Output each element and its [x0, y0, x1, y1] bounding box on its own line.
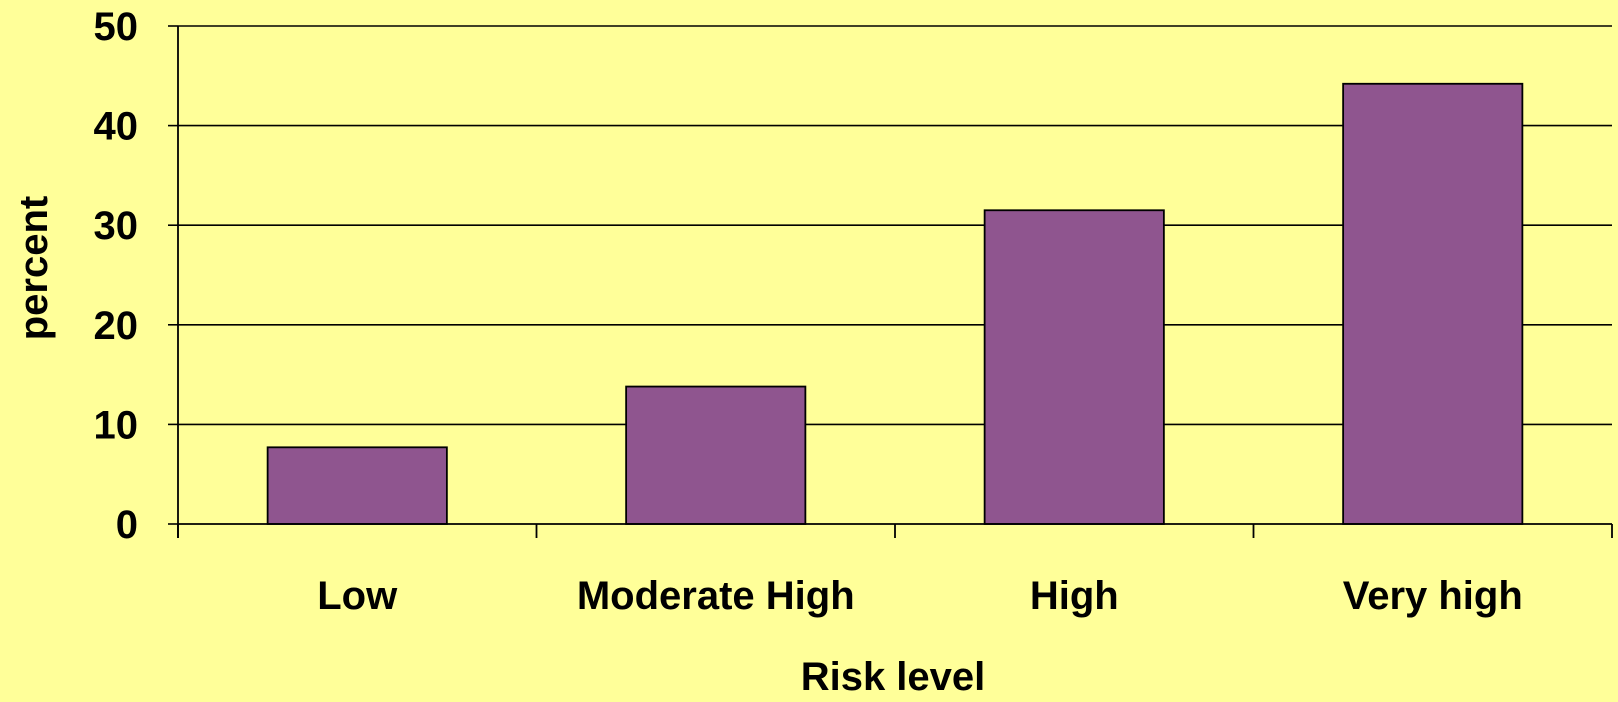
x-tick-label: High [1030, 574, 1119, 618]
bar [266, 446, 448, 525]
x-tick-labels: Low Moderate High High Very high [317, 574, 1523, 618]
y-tick-label: 0 [116, 503, 138, 547]
y-tick-label: 20 [94, 304, 139, 348]
y-tick-label: 40 [94, 105, 139, 149]
axes [168, 25, 1613, 538]
bar [1342, 82, 1524, 525]
x-tick-label: Very high [1343, 574, 1523, 618]
y-tick-label: 50 [94, 5, 139, 49]
x-tick-label: Moderate High [577, 574, 855, 618]
y-tick-labels: 0 10 20 30 40 50 [94, 5, 139, 547]
bar [625, 385, 807, 525]
y-axis-label: percent [12, 196, 56, 341]
x-tick-label: Low [317, 574, 398, 618]
y-tick-label: 10 [94, 403, 139, 447]
bars [266, 82, 1524, 525]
bar [983, 209, 1165, 525]
x-axis-label: Risk level [801, 655, 986, 697]
y-tick-label: 30 [94, 204, 139, 248]
